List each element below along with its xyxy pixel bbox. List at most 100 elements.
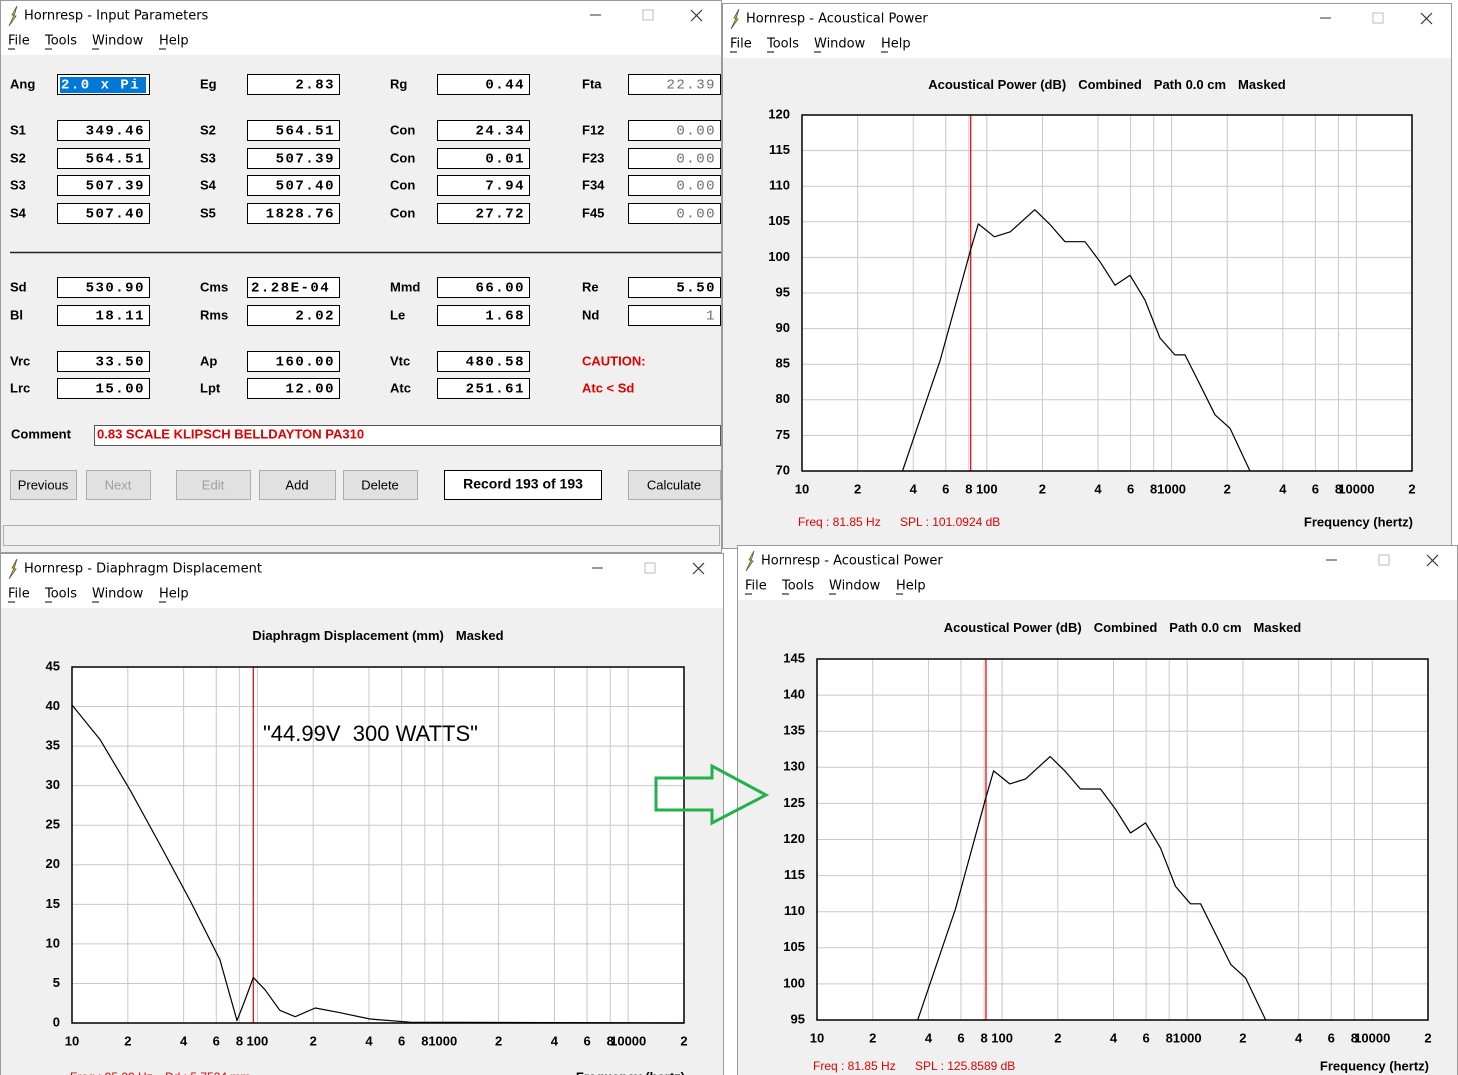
field-label: Le: [390, 307, 405, 322]
field-box[interactable]: [437, 378, 530, 399]
readout: Freq : 81.85 Hz: [813, 1059, 896, 1073]
field-box[interactable]: [247, 74, 340, 95]
field-box[interactable]: [57, 148, 150, 169]
field-box[interactable]: [628, 148, 721, 169]
maximize-button[interactable]: [1372, 12, 1384, 24]
field-box[interactable]: [57, 175, 150, 196]
field-box[interactable]: [247, 351, 340, 372]
field-box[interactable]: [437, 277, 530, 298]
field-label: Fta: [582, 76, 602, 91]
x-tick-label: 1000: [1173, 1030, 1202, 1045]
field-value: 2.02: [295, 309, 335, 325]
field-box[interactable]: [628, 74, 721, 95]
field-value: 2.28E-04: [251, 281, 330, 297]
menu-item[interactable]: Help: [881, 37, 911, 52]
field-box[interactable]: [57, 120, 150, 141]
button[interactable]: [628, 470, 721, 500]
field-box[interactable]: [57, 277, 150, 298]
x-tick-label: 100: [976, 481, 998, 496]
x-tick-label: 6: [957, 1030, 964, 1045]
button[interactable]: [259, 470, 336, 500]
x-tick-label: 2: [124, 1033, 131, 1048]
field-box[interactable]: [57, 305, 150, 326]
field-label: Cms: [200, 279, 228, 294]
x-tick-label: 10000: [610, 1033, 646, 1048]
field-value: 507.40: [276, 179, 335, 195]
field-box[interactable]: [437, 203, 530, 224]
field-box[interactable]: [247, 120, 340, 141]
field-box[interactable]: [247, 277, 340, 298]
menu-item[interactable]: Help: [159, 34, 189, 49]
field-box[interactable]: [247, 305, 340, 326]
field-box[interactable]: [437, 175, 530, 196]
menu-item[interactable]: Tools: [766, 37, 799, 52]
title-part: Combined: [1094, 620, 1158, 635]
menu-item[interactable]: File: [8, 34, 30, 49]
close-button[interactable]: [692, 562, 705, 575]
menu-item[interactable]: Help: [896, 579, 926, 594]
field-box[interactable]: [437, 148, 530, 169]
menu-item[interactable]: File: [730, 37, 752, 52]
field-box[interactable]: [247, 203, 340, 224]
menu-item[interactable]: Window: [92, 34, 144, 49]
maximize-button[interactable]: [1378, 554, 1390, 566]
close-button[interactable]: [690, 9, 703, 22]
menu-item[interactable]: File: [745, 579, 767, 594]
field-box[interactable]: [437, 351, 530, 372]
close-button[interactable]: [1420, 12, 1433, 25]
maximize-button[interactable]: [644, 562, 656, 574]
field-label: Ang: [10, 76, 35, 91]
field-box[interactable]: [437, 305, 530, 326]
field-label: S4: [10, 205, 27, 220]
menu-item[interactable]: Window: [829, 579, 881, 594]
button-label[interactable]: Previous: [18, 477, 69, 492]
field-box[interactable]: [628, 203, 721, 224]
menu-item[interactable]: Tools: [44, 587, 77, 602]
menu-item[interactable]: Tools: [44, 34, 77, 49]
maximize-button[interactable]: [642, 9, 654, 21]
close-button[interactable]: [1426, 554, 1439, 567]
menu-item[interactable]: Window: [814, 37, 866, 52]
menu-item[interactable]: Tools: [781, 579, 814, 594]
chart-title: Acoustical Power (dB) Combined Path 0.0 cm…: [944, 620, 1302, 635]
menu-item[interactable]: Help: [159, 587, 189, 602]
button[interactable]: [343, 470, 418, 500]
field-value: 1.68: [485, 309, 525, 325]
y-tick-label: 95: [776, 284, 790, 299]
y-tick-label: 0: [53, 1014, 60, 1029]
y-tick-label: 100: [768, 249, 790, 264]
menu-item[interactable]: File: [8, 587, 30, 602]
field-label: Vrc: [10, 353, 30, 368]
field-label: Con: [390, 177, 415, 192]
field-box[interactable]: [57, 378, 150, 399]
field-box[interactable]: [247, 148, 340, 169]
field-value: 160.00: [276, 355, 335, 371]
x-tick-label: 1000: [1157, 481, 1186, 496]
x-tick-label: 4: [1279, 481, 1287, 496]
button-label[interactable]: Delete: [361, 477, 399, 492]
x-tick-label: 8: [1335, 481, 1342, 496]
field-box[interactable]: [57, 351, 150, 372]
comment-box[interactable]: [94, 425, 721, 446]
field-box[interactable]: [628, 277, 721, 298]
field-box[interactable]: [437, 74, 530, 95]
title-part: Masked: [1254, 620, 1302, 635]
field-box[interactable]: [628, 120, 721, 141]
field-value: 18.11: [95, 309, 145, 325]
field-box[interactable]: [628, 305, 721, 326]
response-curve: [71, 704, 685, 1024]
button-label[interactable]: Calculate: [647, 477, 701, 492]
field-box[interactable]: [628, 175, 721, 196]
field-box[interactable]: [437, 120, 530, 141]
field-box[interactable]: [247, 378, 340, 399]
title-part: Path 0.0 cm: [1169, 620, 1241, 635]
menu-item[interactable]: Window: [92, 587, 144, 602]
field-box[interactable]: [247, 175, 340, 196]
field-box[interactable]: [57, 203, 150, 224]
button[interactable]: [10, 470, 77, 500]
x-tick-label: 2: [1408, 481, 1415, 496]
button-label: Next: [105, 477, 132, 492]
button-label[interactable]: Add: [285, 477, 308, 492]
field-value: 27.72: [475, 207, 525, 223]
title-part: Combined: [1078, 77, 1142, 92]
